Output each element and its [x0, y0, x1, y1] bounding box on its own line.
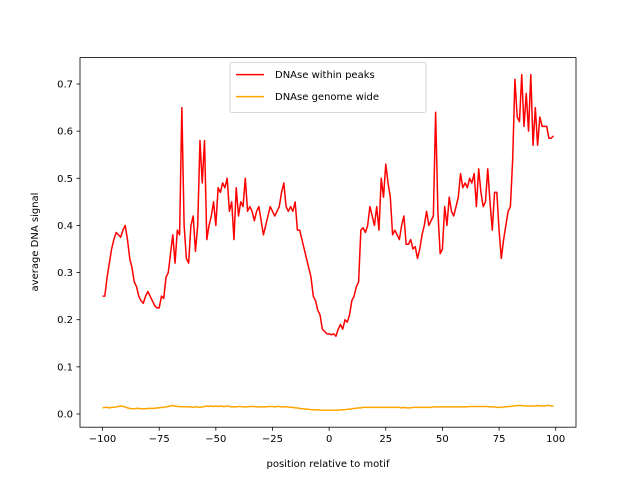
y-tick-label: 0.0: [57, 410, 73, 421]
x-tick-label: 25: [379, 434, 392, 445]
x-tick-label: −75: [149, 434, 170, 445]
x-axis-label: position relative to motif: [267, 459, 390, 470]
y-tick-label: 0.6: [57, 127, 73, 138]
y-axis-label: average DNA signal: [30, 193, 41, 292]
x-tick-label: 100: [546, 434, 565, 445]
x-tick-label: 75: [493, 434, 506, 445]
legend-box: [229, 62, 427, 113]
y-tick-label: 0.4: [57, 221, 73, 232]
legend-label: DNAse within peaks: [275, 70, 375, 81]
y-tick-label: 0.2: [57, 315, 73, 326]
data-line: [102, 73, 554, 337]
y-tick-label: 0.3: [57, 268, 73, 279]
legend-label: DNAse genome wide: [275, 92, 379, 103]
y-tick-label: 0.1: [57, 362, 73, 373]
x-tick-label: −50: [205, 434, 226, 445]
y-tick-label: 0.5: [57, 174, 73, 185]
x-tick-label: −100: [89, 434, 116, 445]
plot-frame: [79, 57, 577, 428]
y-tick-label: 0.7: [57, 80, 73, 91]
data-line: [102, 404, 554, 411]
x-tick-label: 50: [436, 434, 449, 445]
x-tick-label: 0: [326, 434, 332, 445]
x-tick-label: −25: [262, 434, 283, 445]
